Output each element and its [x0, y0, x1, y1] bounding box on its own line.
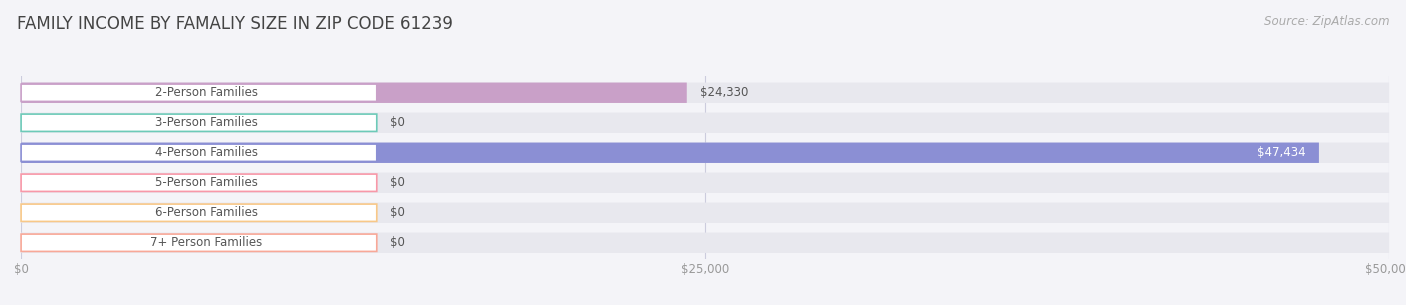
- Text: 2-Person Families: 2-Person Families: [155, 86, 257, 99]
- Text: 3-Person Families: 3-Person Families: [155, 116, 257, 129]
- Text: $0: $0: [391, 176, 405, 189]
- FancyBboxPatch shape: [21, 234, 377, 251]
- FancyBboxPatch shape: [21, 114, 377, 131]
- Text: 5-Person Families: 5-Person Families: [155, 176, 257, 189]
- FancyBboxPatch shape: [21, 173, 1389, 193]
- Text: $0: $0: [391, 206, 405, 219]
- Text: 4-Person Families: 4-Person Families: [155, 146, 257, 159]
- FancyBboxPatch shape: [21, 204, 377, 221]
- FancyBboxPatch shape: [21, 232, 1389, 253]
- FancyBboxPatch shape: [21, 142, 1389, 163]
- Text: FAMILY INCOME BY FAMALIY SIZE IN ZIP CODE 61239: FAMILY INCOME BY FAMALIY SIZE IN ZIP COD…: [17, 15, 453, 33]
- FancyBboxPatch shape: [21, 142, 1319, 163]
- Text: 7+ Person Families: 7+ Person Families: [150, 236, 262, 249]
- Text: $24,330: $24,330: [700, 86, 749, 99]
- Text: $0: $0: [391, 116, 405, 129]
- Text: 6-Person Families: 6-Person Families: [155, 206, 257, 219]
- FancyBboxPatch shape: [21, 144, 377, 161]
- FancyBboxPatch shape: [21, 84, 377, 102]
- Text: Source: ZipAtlas.com: Source: ZipAtlas.com: [1264, 15, 1389, 28]
- FancyBboxPatch shape: [21, 113, 1389, 133]
- Text: $0: $0: [391, 236, 405, 249]
- FancyBboxPatch shape: [21, 83, 1389, 103]
- FancyBboxPatch shape: [21, 203, 1389, 223]
- FancyBboxPatch shape: [21, 174, 377, 192]
- Text: $47,434: $47,434: [1257, 146, 1305, 159]
- FancyBboxPatch shape: [21, 83, 686, 103]
